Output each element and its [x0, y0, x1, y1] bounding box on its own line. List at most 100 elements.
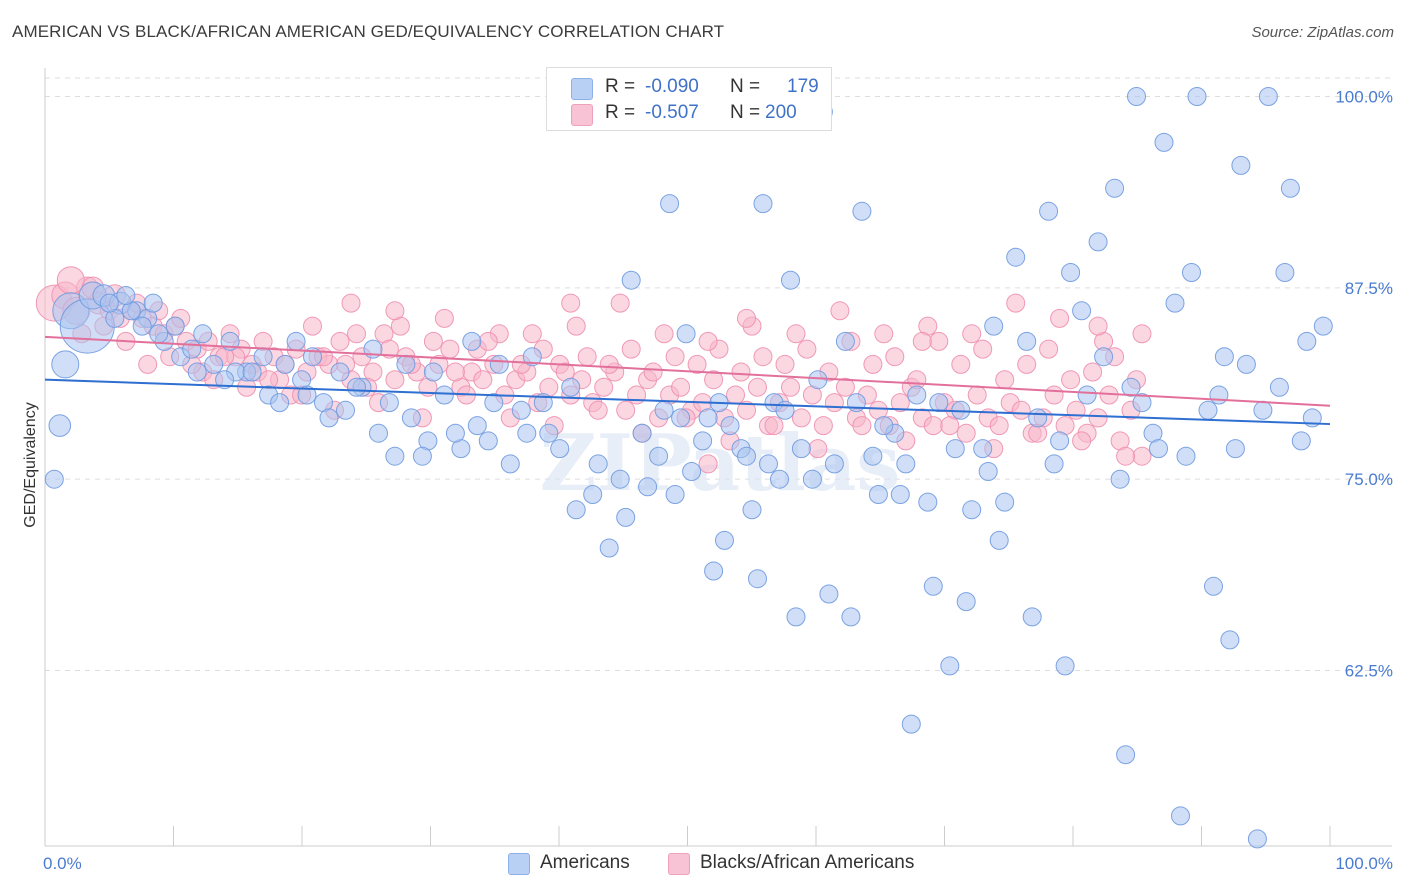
point-americans [330, 362, 350, 382]
point-americans [1187, 87, 1207, 106]
point-americans [1017, 331, 1037, 351]
point-americans [1253, 400, 1273, 420]
point-americans [973, 439, 993, 459]
point-black [1011, 400, 1031, 420]
point-americans [720, 416, 740, 436]
point-americans [1127, 87, 1146, 106]
point-black [671, 377, 691, 397]
point-americans [484, 393, 504, 413]
point-americans [1028, 408, 1048, 428]
point-americans [1050, 431, 1070, 451]
point-black [973, 339, 993, 359]
point-black [473, 370, 493, 390]
point-black [731, 362, 751, 382]
point-americans [1313, 316, 1333, 336]
point-black [1017, 354, 1037, 374]
point-americans [1182, 263, 1201, 282]
point-americans [989, 530, 1009, 550]
point-americans [896, 454, 916, 474]
point-black [588, 400, 608, 420]
point-americans [149, 324, 169, 344]
point-black [347, 324, 366, 344]
point-americans [1171, 806, 1190, 826]
point-americans [781, 270, 800, 290]
point-americans [808, 370, 828, 390]
point-black [643, 362, 663, 382]
point-americans [517, 423, 537, 443]
legend-n-value-americans: 179 [787, 76, 819, 97]
point-black [1132, 324, 1152, 344]
y-tick-label: 75.0% [1345, 470, 1393, 489]
point-americans [412, 446, 432, 466]
point-black [1039, 339, 1059, 359]
point-black [1006, 293, 1026, 313]
point-americans [561, 377, 581, 397]
point-black [522, 324, 542, 344]
point-americans [1094, 347, 1114, 367]
correlation-legend: R = -0.090 N = 179 R = -0.507 N = 200 [546, 67, 832, 131]
point-americans [610, 469, 630, 489]
point-americans [434, 385, 454, 405]
point-americans [737, 446, 756, 466]
point-americans [1176, 446, 1196, 466]
point-americans [1209, 385, 1229, 405]
point-americans [770, 469, 789, 489]
point-black [665, 347, 685, 367]
bottom-legend-swatch-americans [508, 853, 530, 875]
point-americans [940, 656, 960, 676]
legend-swatch-black [571, 104, 593, 126]
point-americans [143, 293, 163, 313]
point-americans [693, 431, 713, 451]
point-black [748, 377, 767, 397]
point-black [423, 331, 443, 351]
point-americans [1291, 431, 1311, 451]
point-americans [462, 331, 482, 351]
point-americans [660, 194, 680, 214]
point-black [967, 385, 987, 405]
point-americans [918, 492, 938, 512]
point-black [940, 416, 960, 436]
point-black [1088, 408, 1108, 428]
point-black [1088, 316, 1108, 336]
point-black [704, 370, 724, 390]
point-americans [1121, 377, 1141, 397]
point-americans [48, 414, 72, 437]
point-americans [984, 316, 1004, 336]
point-black [775, 354, 795, 374]
point-americans [187, 362, 207, 382]
point-black [1044, 385, 1064, 405]
point-black [923, 416, 943, 436]
point-americans [901, 714, 921, 734]
point-americans [1165, 293, 1185, 313]
point-americans [698, 408, 718, 428]
point-americans [467, 416, 487, 436]
point-black [995, 370, 1015, 390]
point-americans [44, 469, 64, 489]
point-americans [336, 400, 355, 420]
point-americans [1039, 201, 1059, 221]
point-black [813, 416, 833, 436]
point-black [341, 293, 361, 313]
point-black [885, 347, 905, 367]
point-black [824, 393, 844, 413]
point-americans [665, 485, 685, 504]
point-americans [1110, 469, 1130, 489]
point-americans [923, 576, 943, 596]
point-americans [253, 347, 273, 367]
point-americans [852, 201, 872, 221]
point-americans [1055, 656, 1075, 676]
point-black [797, 339, 817, 359]
point-americans [369, 423, 388, 443]
point-americans [1044, 454, 1064, 474]
point-black [440, 339, 460, 359]
y-tick-label: 87.5% [1345, 279, 1393, 298]
source-label: Source: ZipAtlas.com [1251, 24, 1394, 41]
point-americans [401, 408, 421, 428]
point-black [1132, 446, 1152, 466]
point-americans [863, 446, 883, 466]
point-americans [566, 500, 586, 520]
point-black [890, 393, 910, 413]
point-black [835, 377, 855, 397]
point-americans [583, 485, 603, 504]
point-americans [791, 439, 811, 459]
